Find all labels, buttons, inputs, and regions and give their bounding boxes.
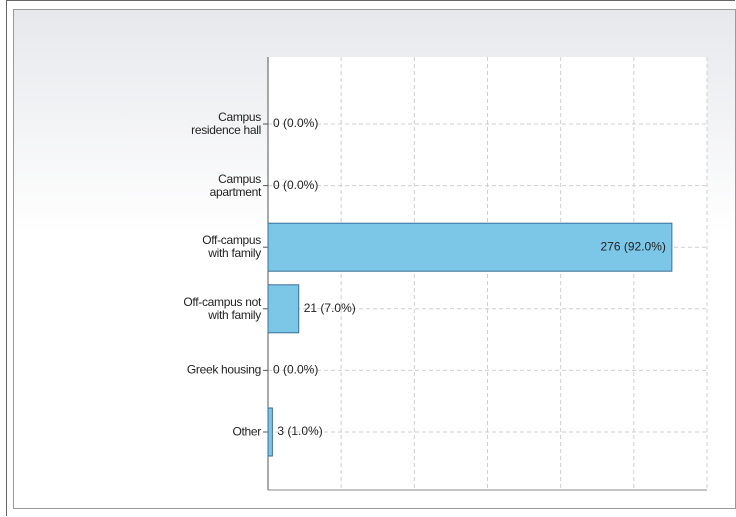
value-label: 0 (0.0%) [273, 116, 318, 130]
category-label: Greek housing [186, 362, 261, 377]
value-label: 0 (0.0%) [273, 178, 318, 192]
category-label: Campus apartment [209, 171, 262, 199]
category-label: Other [232, 424, 261, 439]
category-label: Off-campus with family [202, 233, 261, 261]
category-label: Campus residence hall [191, 110, 261, 137]
category-label: Off-campus not with family [183, 294, 261, 322]
bar [267, 222, 673, 272]
frame [6, 0, 735, 516]
value-label: 0 (0.0%) [273, 363, 318, 377]
bar [267, 407, 273, 457]
value-label: 3 (1.0%) [277, 424, 322, 438]
bar [267, 284, 300, 334]
value-label: 21 (7.0%) [304, 301, 356, 315]
value-label: 276 (92.0%) [601, 239, 666, 253]
